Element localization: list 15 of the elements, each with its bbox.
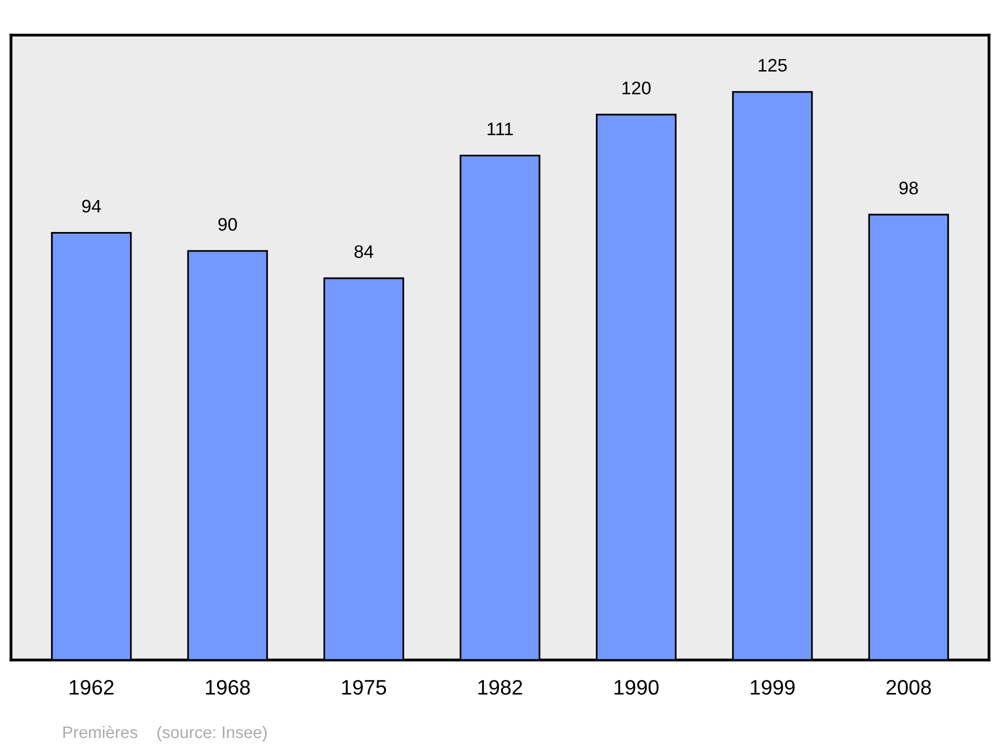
data-label: 84 xyxy=(354,245,374,258)
data-label: 98 xyxy=(899,182,918,194)
x-tick-label: 1990 xyxy=(614,680,659,695)
data-label: 94 xyxy=(82,200,101,213)
data-label: 120 xyxy=(622,82,651,94)
x-tick-label: 2008 xyxy=(886,680,931,695)
data-label: 125 xyxy=(758,58,787,72)
text: Premières (source: Insee) xyxy=(63,726,267,742)
x-tick-label: 1962 xyxy=(70,680,114,695)
x-tick-label: 1968 xyxy=(206,680,250,695)
data-label: 111 xyxy=(488,122,513,136)
x-tick-label: 1975 xyxy=(342,680,386,695)
x-tick-label: 1982 xyxy=(478,680,522,695)
data-label: 90 xyxy=(218,218,237,231)
x-tick-label: 1999 xyxy=(750,680,795,695)
